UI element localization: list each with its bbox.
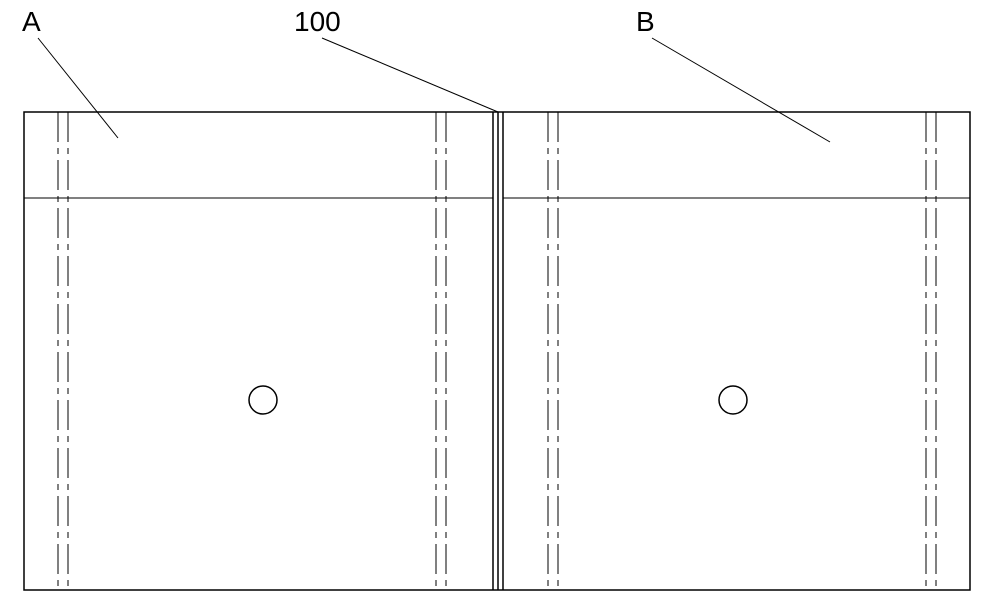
label-100: 100 <box>294 6 341 38</box>
technical-drawing <box>0 0 1000 606</box>
right-circle <box>719 386 747 414</box>
leader-B <box>652 38 830 142</box>
label-B: B <box>636 6 655 38</box>
label-A: A <box>22 6 41 38</box>
left-circle <box>249 386 277 414</box>
leader-A <box>38 38 118 138</box>
leader-100 <box>322 38 498 112</box>
outer-rect <box>24 112 970 590</box>
